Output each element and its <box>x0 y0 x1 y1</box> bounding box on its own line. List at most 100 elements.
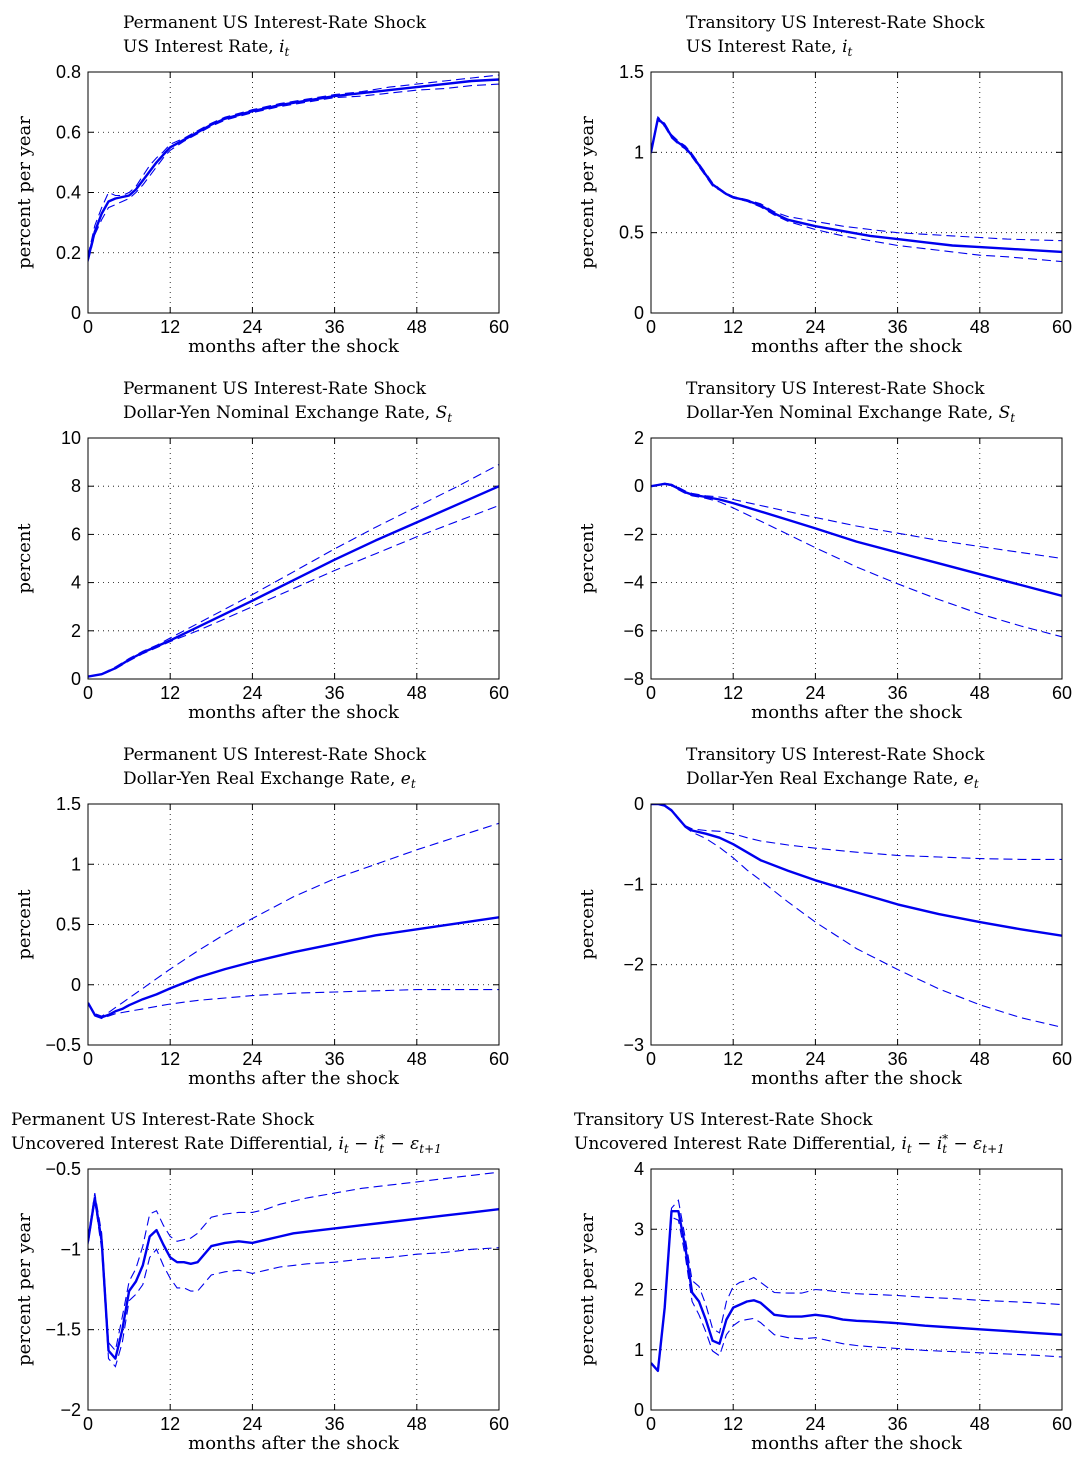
panel-1: 0 12 24 36 48 60 0 0.2 0.4 0.6 0.8 Permanent US Int… <box>14 13 509 357</box>
x-tick-label: 48 <box>970 683 990 703</box>
y-axis-label: percent <box>14 523 35 594</box>
plot-frame <box>87 803 500 1046</box>
y-axis-label: percent <box>14 889 35 960</box>
x-axis-label: months after the shock <box>188 702 400 723</box>
y-tick-label: −2 <box>623 524 644 544</box>
chart-title: Transitory US Interest-Rate Shock <box>686 379 985 399</box>
chart-subtitle: Uncovered Interest Rate Differential, it… <box>11 1132 442 1156</box>
x-tick-label: 36 <box>888 683 908 703</box>
x-tick-label: 12 <box>723 1414 743 1434</box>
y-tick-label: −2 <box>623 955 644 975</box>
point-estimate-line <box>88 78 499 260</box>
x-tick-label: 48 <box>407 1414 427 1434</box>
lower-band-line <box>88 83 499 262</box>
x-tick-label: 36 <box>325 1414 345 1434</box>
point-estimate-line <box>88 1196 499 1360</box>
upper-band-line <box>88 822 499 1017</box>
y-axis-label: percent per year <box>577 116 598 269</box>
point-estimate-line <box>651 804 1062 937</box>
point-estimate-line <box>651 1210 1062 1372</box>
y-tick-label: −0.5 <box>45 1159 81 1179</box>
x-axis-label: months after the shock <box>751 1433 963 1454</box>
y-axis-label: percent <box>577 889 598 960</box>
x-axis-label: months after the shock <box>751 702 963 723</box>
y-tick-label: 0.5 <box>619 223 644 243</box>
y-tick-label: 0.6 <box>56 122 81 142</box>
plot-frame <box>650 803 1063 1046</box>
y-tick-label: 4 <box>71 573 81 593</box>
y-axis-label: percent <box>577 523 598 594</box>
x-tick-label: 24 <box>805 1414 825 1434</box>
y-tick-label: 0 <box>634 303 644 323</box>
x-tick-label: 0 <box>646 1049 656 1069</box>
lower-band-line <box>651 804 1062 1028</box>
point-estimate-line <box>88 485 499 678</box>
chart-title: Transitory US Interest-Rate Shock <box>686 745 985 765</box>
x-axis-label: months after the shock <box>751 1068 963 1089</box>
y-tick-label: 8 <box>71 476 81 496</box>
y-tick-label: −6 <box>623 621 644 641</box>
chart-subtitle: Uncovered Interest Rate Differential, it… <box>574 1132 1005 1156</box>
chart-subtitle: US Interest Rate, it <box>686 37 853 59</box>
point-estimate-line <box>651 117 1062 254</box>
x-tick-label: 24 <box>242 1049 262 1069</box>
plot-frame <box>87 71 500 314</box>
panel-4: 0 12 24 36 48 60 −8 −6 −4 −2 0 2 Transitory US Inter… <box>577 379 1072 723</box>
y-tick-label: 4 <box>634 1159 644 1179</box>
y-tick-label: 2 <box>634 1280 644 1300</box>
y-tick-label: −4 <box>623 573 644 593</box>
y-axis-label: percent per year <box>14 116 35 269</box>
upper-band-line <box>88 74 499 256</box>
x-tick-label: 60 <box>1052 1049 1072 1069</box>
chart-subtitle: US Interest Rate, it <box>123 37 290 59</box>
y-tick-label: 2 <box>634 428 644 448</box>
y-tick-label: 1 <box>71 854 81 874</box>
point-estimate-line <box>88 916 499 1019</box>
chart-title: Permanent US Interest-Rate Shock <box>123 745 427 765</box>
y-tick-label: −1.5 <box>45 1320 81 1340</box>
x-tick-label: 36 <box>888 1049 908 1069</box>
panel-7: 0 12 24 36 48 60 −2 −1.5 −1 −0.5 Permanent US Inte… <box>11 1110 509 1454</box>
x-tick-label: 0 <box>83 1049 93 1069</box>
point-estimate-line <box>651 482 1062 598</box>
y-tick-label: 0 <box>634 1400 644 1420</box>
x-tick-label: 0 <box>83 317 93 337</box>
chart-title: Transitory US Interest-Rate Shock <box>686 13 985 33</box>
x-tick-label: 24 <box>242 683 262 703</box>
x-tick-label: 48 <box>970 317 990 337</box>
x-tick-label: 0 <box>646 317 656 337</box>
y-tick-label: −1 <box>623 874 644 894</box>
x-tick-label: 48 <box>407 683 427 703</box>
x-tick-label: 48 <box>970 1414 990 1434</box>
y-axis-label: percent per year <box>14 1213 35 1366</box>
y-tick-label: 2 <box>71 621 81 641</box>
y-tick-label: 0.5 <box>56 915 81 935</box>
y-tick-label: −1 <box>60 1239 81 1259</box>
y-tick-label: 0 <box>634 476 644 496</box>
x-tick-label: 12 <box>723 1049 743 1069</box>
x-tick-label: 24 <box>805 1049 825 1069</box>
y-tick-label: 0 <box>71 669 81 689</box>
y-axis-label: percent per year <box>577 1213 598 1366</box>
x-tick-label: 48 <box>407 317 427 337</box>
y-tick-label: 0 <box>71 303 81 323</box>
y-tick-label: 10 <box>61 428 81 448</box>
x-tick-label: 48 <box>407 1049 427 1069</box>
x-tick-label: 24 <box>242 317 262 337</box>
chart-subtitle: Dollar-Yen Nominal Exchange Rate, St <box>686 403 1015 425</box>
chart-subtitle: Dollar-Yen Real Exchange Rate, et <box>686 769 979 791</box>
x-tick-label: 36 <box>325 683 345 703</box>
x-tick-label: 12 <box>723 683 743 703</box>
chart-title: Permanent US Interest-Rate Shock <box>123 379 427 399</box>
x-tick-label: 0 <box>83 1414 93 1434</box>
lower-band-line <box>88 1201 499 1368</box>
x-tick-label: 36 <box>888 317 908 337</box>
x-tick-label: 0 <box>83 683 93 703</box>
plot-frame <box>87 1168 500 1411</box>
y-tick-label: 6 <box>71 524 81 544</box>
lower-band-line <box>88 989 499 1020</box>
x-tick-label: 24 <box>805 317 825 337</box>
y-tick-label: 1 <box>634 142 644 162</box>
x-tick-label: 36 <box>888 1414 908 1434</box>
